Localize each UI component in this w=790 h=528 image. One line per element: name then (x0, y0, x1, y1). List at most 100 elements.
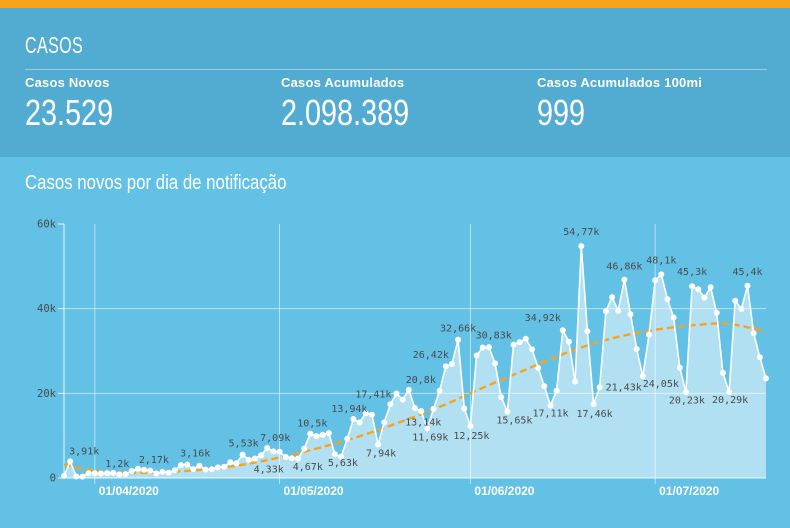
data-point[interactable] (565, 338, 572, 345)
data-point[interactable] (356, 419, 363, 426)
data-point[interactable] (399, 396, 406, 403)
data-point[interactable] (442, 363, 449, 370)
data-point[interactable] (331, 451, 338, 458)
data-point[interactable] (405, 386, 412, 393)
data-point[interactable] (676, 364, 683, 371)
data-point[interactable] (288, 455, 295, 462)
data-point[interactable] (455, 336, 462, 343)
data-point[interactable] (251, 455, 258, 462)
data-point[interactable] (744, 282, 751, 289)
data-point[interactable] (763, 375, 769, 382)
data-point[interactable] (79, 473, 86, 480)
data-point[interactable] (713, 309, 720, 316)
data-point[interactable] (596, 384, 603, 391)
data-point[interactable] (584, 328, 591, 335)
data-point[interactable] (658, 271, 665, 278)
data-point[interactable] (85, 470, 92, 477)
data-point[interactable] (307, 430, 314, 437)
data-point[interactable] (633, 346, 640, 352)
data-point[interactable] (97, 470, 104, 477)
data-point[interactable] (338, 453, 345, 460)
data-point[interactable] (682, 389, 689, 396)
data-point[interactable] (325, 430, 332, 437)
data-point[interactable] (522, 335, 529, 342)
data-point[interactable] (738, 306, 745, 312)
data-point[interactable] (301, 445, 308, 452)
data-point[interactable] (590, 401, 597, 408)
data-point[interactable] (227, 459, 234, 466)
data-point[interactable] (498, 394, 505, 401)
data-point[interactable] (448, 361, 455, 367)
data-point[interactable] (485, 344, 492, 351)
data-point[interactable] (473, 352, 480, 359)
data-point[interactable] (572, 378, 579, 385)
data-point[interactable] (701, 294, 708, 301)
data-point[interactable] (350, 416, 357, 422)
data-point[interactable] (134, 465, 141, 472)
data-point[interactable] (609, 294, 616, 301)
data-point[interactable] (418, 408, 425, 415)
data-point[interactable] (424, 425, 431, 432)
data-point[interactable] (104, 470, 111, 477)
data-point[interactable] (344, 435, 351, 442)
data-point[interactable] (153, 470, 160, 477)
data-point[interactable] (602, 308, 609, 315)
data-point[interactable] (387, 401, 394, 408)
data-point[interactable] (393, 390, 400, 397)
data-point[interactable] (529, 346, 535, 353)
data-point[interactable] (621, 276, 628, 283)
data-point[interactable] (559, 327, 566, 334)
data-point[interactable] (368, 411, 375, 418)
data-point[interactable] (479, 344, 486, 351)
data-point[interactable] (239, 451, 246, 458)
data-point[interactable] (221, 463, 228, 470)
data-point[interactable] (664, 296, 671, 303)
data-point[interactable] (695, 286, 702, 293)
data-point[interactable] (547, 402, 554, 409)
data-point[interactable] (128, 468, 135, 474)
data-point[interactable] (141, 466, 148, 473)
data-point[interactable] (258, 452, 265, 459)
data-point[interactable] (282, 454, 289, 460)
data-point[interactable] (436, 387, 443, 394)
data-point[interactable] (707, 284, 714, 291)
data-point[interactable] (116, 471, 123, 478)
data-point[interactable] (756, 354, 763, 361)
data-point[interactable] (412, 405, 418, 412)
data-point[interactable] (535, 365, 542, 371)
data-point[interactable] (313, 433, 320, 440)
data-point[interactable] (190, 466, 197, 473)
data-point[interactable] (214, 464, 221, 471)
data-point[interactable] (184, 461, 191, 468)
data-point[interactable] (264, 445, 271, 451)
data-point[interactable] (726, 389, 733, 396)
data-point[interactable] (362, 410, 369, 417)
data-point[interactable] (165, 469, 172, 476)
data-point[interactable] (467, 423, 474, 430)
data-point[interactable] (295, 455, 301, 462)
data-point[interactable] (504, 408, 511, 415)
data-point[interactable] (646, 331, 652, 338)
data-point[interactable] (375, 441, 382, 448)
data-point[interactable] (553, 387, 560, 394)
data-point[interactable] (61, 472, 67, 479)
data-point[interactable] (652, 277, 659, 284)
data-point[interactable] (689, 283, 696, 290)
data-point[interactable] (381, 419, 388, 426)
data-point[interactable] (73, 473, 80, 480)
data-point[interactable] (639, 373, 646, 380)
data-point[interactable] (178, 462, 184, 469)
data-point[interactable] (196, 462, 203, 469)
data-point[interactable] (319, 431, 326, 438)
data-point[interactable] (276, 448, 283, 455)
data-point[interactable] (510, 341, 517, 348)
data-point[interactable] (171, 467, 178, 474)
data-point[interactable] (110, 469, 117, 476)
data-point[interactable] (732, 297, 739, 304)
data-point[interactable] (492, 360, 499, 367)
data-point[interactable] (91, 470, 98, 477)
data-point[interactable] (245, 456, 252, 463)
data-point[interactable] (67, 458, 74, 465)
data-point[interactable] (578, 243, 585, 250)
data-point[interactable] (147, 467, 154, 474)
